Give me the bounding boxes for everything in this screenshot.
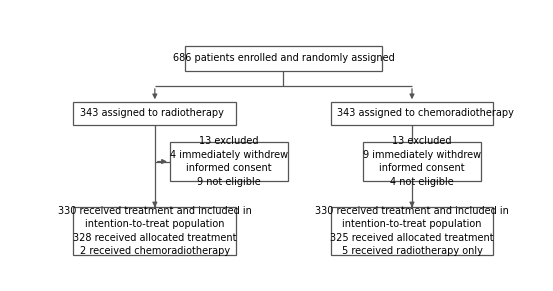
FancyBboxPatch shape — [363, 143, 481, 180]
Text: 343 assigned to radiotherapy: 343 assigned to radiotherapy — [80, 108, 224, 118]
FancyBboxPatch shape — [331, 207, 493, 255]
Text: 343 assigned to chemoradiotherapy: 343 assigned to chemoradiotherapy — [337, 108, 514, 118]
FancyBboxPatch shape — [185, 46, 382, 71]
Text: 330 received treatment and included in
intention-to-treat population
325 receive: 330 received treatment and included in i… — [315, 205, 509, 256]
FancyBboxPatch shape — [170, 143, 288, 180]
FancyBboxPatch shape — [74, 207, 236, 255]
Text: 13 excluded
4 immediately withdrew
informed consent
9 not eligible: 13 excluded 4 immediately withdrew infor… — [170, 136, 288, 187]
Text: 13 excluded
9 immediately withdrew
informed consent
4 not eligible: 13 excluded 9 immediately withdrew infor… — [363, 136, 481, 187]
FancyBboxPatch shape — [74, 102, 236, 125]
Text: 686 patients enrolled and randomly assigned: 686 patients enrolled and randomly assig… — [173, 54, 394, 63]
FancyBboxPatch shape — [331, 102, 493, 125]
Text: 330 received treatment and included in
intention-to-treat population
328 receive: 330 received treatment and included in i… — [58, 205, 252, 256]
